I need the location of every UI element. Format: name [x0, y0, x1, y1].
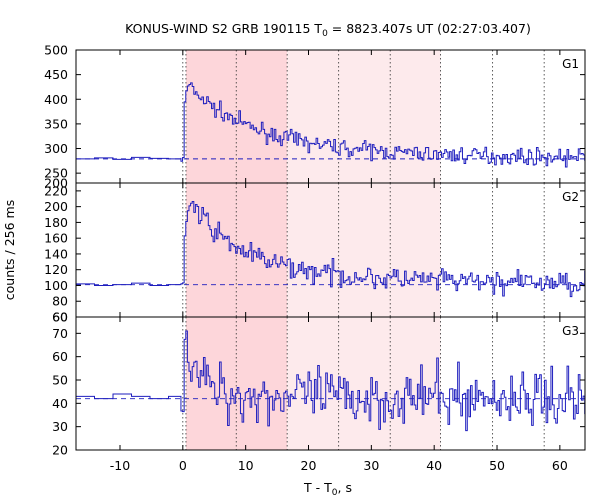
chart-title: KONUS-WIND S2 GRB 190115 T0 = 8823.407s …: [125, 21, 531, 39]
light-curve-g1: [76, 82, 586, 168]
axis-ticks: [76, 49, 585, 451]
shaded-region-1: [185, 317, 288, 450]
y-tick-label: 120: [44, 262, 68, 277]
panel-frames: [75, 49, 586, 451]
y-tick-label-top-g3: 60: [52, 310, 68, 325]
shaded-region-1: [185, 50, 288, 183]
panel-frame-g3: [75, 316, 586, 451]
light-curve-g3: [76, 330, 586, 432]
y-tick-label: 60: [52, 349, 68, 364]
y-tick-label: 450: [44, 67, 68, 82]
y-tick-label: 30: [52, 419, 68, 434]
panel-label-g3: G3: [562, 324, 579, 338]
shaded-region-2: [287, 50, 441, 183]
shaded-region-2: [287, 183, 441, 317]
x-tick-label: -10: [110, 458, 130, 473]
y-tick-label: 200: [44, 199, 68, 214]
y-tick-label: 80: [52, 294, 68, 309]
x-tick-label: 20: [301, 458, 317, 473]
y-tick-label: 250: [44, 166, 68, 181]
light-curve-g2: [76, 200, 586, 298]
y-axis-label: counts / 256 ms: [2, 200, 17, 300]
y-tick-label: 40: [52, 396, 68, 411]
y-tick-label: 70: [52, 326, 68, 341]
shaded-region-1: [185, 183, 288, 317]
x-tick-label: 50: [489, 458, 505, 473]
y-tick-label: 50: [52, 373, 68, 388]
y-tick-label: 20: [52, 443, 68, 458]
y-tick-label: 300: [44, 141, 68, 156]
y-tick-label-top-g2: 200: [44, 176, 68, 191]
shaded-intervals: [185, 50, 441, 450]
light-curves: [76, 82, 586, 432]
y-tick-label: 100: [44, 278, 68, 293]
y-tick-label: 60: [52, 310, 68, 325]
y-tick-label: 400: [44, 92, 68, 107]
panel-label-g1: G1: [562, 57, 579, 71]
x-tick-label: 0: [179, 458, 187, 473]
x-tick-label: 40: [426, 458, 442, 473]
panel-label-g2: G2: [562, 190, 579, 204]
y-tick-label: 350: [44, 116, 68, 131]
y-tick-label: 220: [44, 183, 68, 198]
x-axis-label: T - T0, s: [303, 480, 352, 498]
y-tick-label: 180: [44, 215, 68, 230]
y-tick-label: 160: [44, 231, 68, 246]
x-tick-label: 10: [238, 458, 254, 473]
y-tick-label: 140: [44, 246, 68, 261]
axis-labels: G1250300350400450500G2608010012014016018…: [44, 43, 579, 474]
x-tick-label: 30: [363, 458, 379, 473]
y-tick-label: 500: [44, 43, 68, 58]
shaded-region-2: [287, 317, 441, 450]
x-tick-label: 60: [552, 458, 568, 473]
